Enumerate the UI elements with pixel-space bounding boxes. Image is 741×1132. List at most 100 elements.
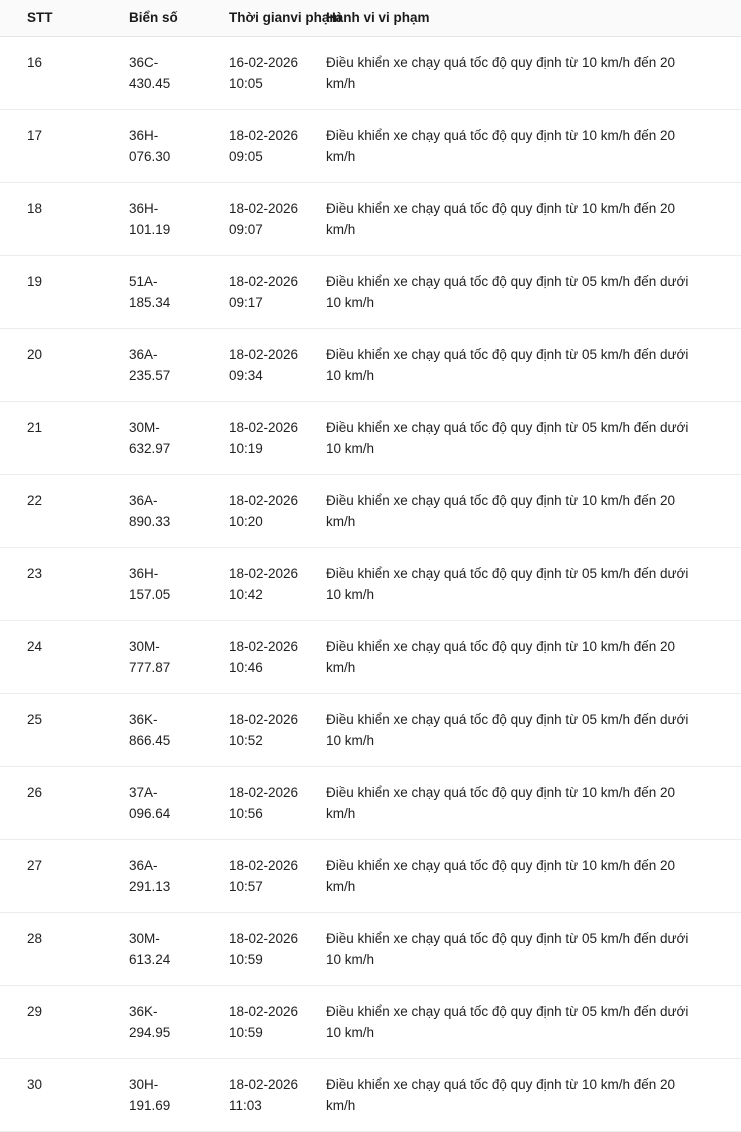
- cell-plate-text: 36H-157.05: [129, 566, 171, 602]
- cell-violation: Điều khiển xe chạy quá tốc độ quy định t…: [313, 766, 741, 840]
- cell-plate: 51A-185.34: [78, 255, 178, 329]
- table-row[interactable]: 26 37A-096.64 18-02-2026 10:56 Điều khiển x…: [0, 766, 741, 840]
- column-header-time-label: Thời gianvi phạm: [229, 10, 342, 25]
- cell-time: 16-02-2026 10:05: [178, 36, 313, 110]
- table-row[interactable]: 20 36A-235.57 18-02-2026 09:34 Điều khiển x…: [0, 328, 741, 402]
- cell-stt: 24: [0, 620, 78, 694]
- cell-stt: 30: [0, 1058, 78, 1132]
- table-header: STT Biển số Thời gianvi phạm Hành vi vi …: [0, 0, 741, 37]
- cell-violation-text: Điều khiển xe chạy quá tốc độ quy định t…: [326, 1004, 689, 1040]
- table-row[interactable]: 24 30M-777.87 18-02-2026 10:46 Điều khiển x…: [0, 620, 741, 694]
- cell-stt-text: 19: [27, 274, 43, 289]
- cell-time-text: 16-02-2026 10:05: [229, 55, 299, 91]
- cell-time: 18-02-2026 10:20: [178, 474, 313, 548]
- table-row[interactable]: 21 30M-632.97 18-02-2026 10:19 Điều khiển x…: [0, 401, 741, 475]
- table-row[interactable]: 19 51A-185.34 18-02-2026 09:17 Điều khiển x…: [0, 255, 741, 329]
- cell-stt-text: 30: [27, 1077, 43, 1092]
- cell-violation-text: Điều khiển xe chạy quá tốc độ quy định t…: [326, 1077, 676, 1113]
- cell-plate-text: 30M-777.87: [129, 639, 171, 675]
- table-row[interactable]: 29 36K-294.95 18-02-2026 10:59 Điều khiển x…: [0, 985, 741, 1059]
- cell-time-text: 18-02-2026 10:52: [229, 712, 299, 748]
- cell-time: 18-02-2026 10:46: [178, 620, 313, 694]
- cell-plate-text: 36H-076.30: [129, 128, 171, 164]
- cell-time: 18-02-2026 11:03: [178, 1058, 313, 1132]
- column-header-stt-label: STT: [27, 10, 53, 25]
- cell-violation-text: Điều khiển xe chạy quá tốc độ quy định t…: [326, 420, 689, 456]
- column-header-plate-label: Biển số: [129, 10, 178, 25]
- cell-plate: 30M-613.24: [78, 912, 178, 986]
- cell-plate-text: 36A-890.33: [129, 493, 171, 529]
- cell-stt-text: 28: [27, 931, 43, 946]
- cell-violation-text: Điều khiển xe chạy quá tốc độ quy định t…: [326, 128, 676, 164]
- cell-plate: 37A-096.64: [78, 766, 178, 840]
- cell-stt: 25: [0, 693, 78, 767]
- table-header-row: STT Biển số Thời gianvi phạm Hành vi vi …: [0, 0, 741, 37]
- cell-time: 18-02-2026 10:59: [178, 985, 313, 1059]
- cell-plate-text: 36H-101.19: [129, 201, 171, 237]
- cell-time-text: 18-02-2026 11:03: [229, 1077, 299, 1113]
- cell-violation-text: Điều khiển xe chạy quá tốc độ quy định t…: [326, 55, 676, 91]
- cell-plate-text: 51A-185.34: [129, 274, 171, 310]
- table-row[interactable]: 17 36H-076.30 18-02-2026 09:05 Điều khiển x…: [0, 109, 741, 183]
- table-row[interactable]: 27 36A-291.13 18-02-2026 10:57 Điều khiển x…: [0, 839, 741, 913]
- table-row[interactable]: 28 30M-613.24 18-02-2026 10:59 Điều khiển x…: [0, 912, 741, 986]
- cell-violation: Điều khiển xe chạy quá tốc độ quy định t…: [313, 182, 741, 256]
- cell-stt-text: 27: [27, 858, 43, 873]
- column-header-violation-label: Hành vi vi phạm: [326, 10, 430, 25]
- cell-violation: Điều khiển xe chạy quá tốc độ quy định t…: [313, 620, 741, 694]
- cell-plate-text: 36C-430.45: [129, 55, 171, 91]
- cell-time-text: 18-02-2026 10:56: [229, 785, 299, 821]
- cell-violation-text: Điều khiển xe chạy quá tốc độ quy định t…: [326, 639, 676, 675]
- cell-stt-text: 18: [27, 201, 43, 216]
- table-row[interactable]: 16 36C-430.45 16-02-2026 10:05 Điều khiển x…: [0, 36, 741, 110]
- cell-violation-text: Điều khiển xe chạy quá tốc độ quy định t…: [326, 785, 676, 821]
- cell-violation-text: Điều khiển xe chạy quá tốc độ quy định t…: [326, 566, 689, 602]
- column-header-time[interactable]: Thời gianvi phạm: [178, 0, 342, 37]
- cell-violation: Điều khiển xe chạy quá tốc độ quy định t…: [313, 839, 741, 913]
- cell-time: 18-02-2026 10:56: [178, 766, 313, 840]
- cell-plate-text: 30H-191.69: [129, 1077, 171, 1113]
- cell-violation-text: Điều khiển xe chạy quá tốc độ quy định t…: [326, 274, 689, 310]
- table-row[interactable]: 23 36H-157.05 18-02-2026 10:42 Điều khiển x…: [0, 547, 741, 621]
- cell-time-text: 18-02-2026 09:05: [229, 128, 299, 164]
- table-row[interactable]: 30 30H-191.69 18-02-2026 11:03 Điều khiển x…: [0, 1058, 741, 1132]
- table-body: 16 36C-430.45 16-02-2026 10:05 Điều khiển x…: [0, 36, 741, 1132]
- cell-plate: 36K-866.45: [78, 693, 178, 767]
- cell-plate: 36A-291.13: [78, 839, 178, 913]
- cell-time: 18-02-2026 09:17: [178, 255, 313, 329]
- cell-violation: Điều khiển xe chạy quá tốc độ quy định t…: [313, 328, 741, 402]
- column-header-plate[interactable]: Biển số: [78, 0, 178, 37]
- cell-violation: Điều khiển xe chạy quá tốc độ quy định t…: [313, 36, 741, 110]
- cell-violation: Điều khiển xe chạy quá tốc độ quy định t…: [313, 547, 741, 621]
- cell-plate: 36K-294.95: [78, 985, 178, 1059]
- cell-violation: Điều khiển xe chạy quá tốc độ quy định t…: [313, 912, 741, 986]
- cell-stt: 28: [0, 912, 78, 986]
- cell-stt: 21: [0, 401, 78, 475]
- cell-stt: 20: [0, 328, 78, 402]
- cell-stt: 23: [0, 547, 78, 621]
- cell-plate-text: 36K-294.95: [129, 1004, 171, 1040]
- cell-time: 18-02-2026 09:34: [178, 328, 313, 402]
- cell-time: 18-02-2026 10:52: [178, 693, 313, 767]
- cell-stt: 18: [0, 182, 78, 256]
- cell-plate-text: 30M-613.24: [129, 931, 171, 967]
- cell-time: 18-02-2026 09:07: [178, 182, 313, 256]
- cell-stt-text: 22: [27, 493, 43, 508]
- cell-plate-text: 36A-291.13: [129, 858, 171, 894]
- column-header-violation[interactable]: Hành vi vi phạm: [313, 0, 741, 37]
- table-row[interactable]: 22 36A-890.33 18-02-2026 10:20 Điều khiển x…: [0, 474, 741, 548]
- cell-plate-text: 37A-096.64: [129, 785, 171, 821]
- cell-stt: 22: [0, 474, 78, 548]
- cell-time-text: 18-02-2026 09:34: [229, 347, 299, 383]
- cell-violation: Điều khiển xe chạy quá tốc độ quy định t…: [313, 693, 741, 767]
- cell-plate-text: 36K-866.45: [129, 712, 171, 748]
- cell-time: 18-02-2026 10:59: [178, 912, 313, 986]
- table-row[interactable]: 25 36K-866.45 18-02-2026 10:52 Điều khiển x…: [0, 693, 741, 767]
- cell-stt-text: 24: [27, 639, 43, 654]
- cell-violation-text: Điều khiển xe chạy quá tốc độ quy định t…: [326, 493, 676, 529]
- table-row[interactable]: 18 36H-101.19 18-02-2026 09:07 Điều khiển x…: [0, 182, 741, 256]
- cell-stt: 17: [0, 109, 78, 183]
- column-header-stt[interactable]: STT: [0, 0, 78, 37]
- cell-plate: 36A-235.57: [78, 328, 178, 402]
